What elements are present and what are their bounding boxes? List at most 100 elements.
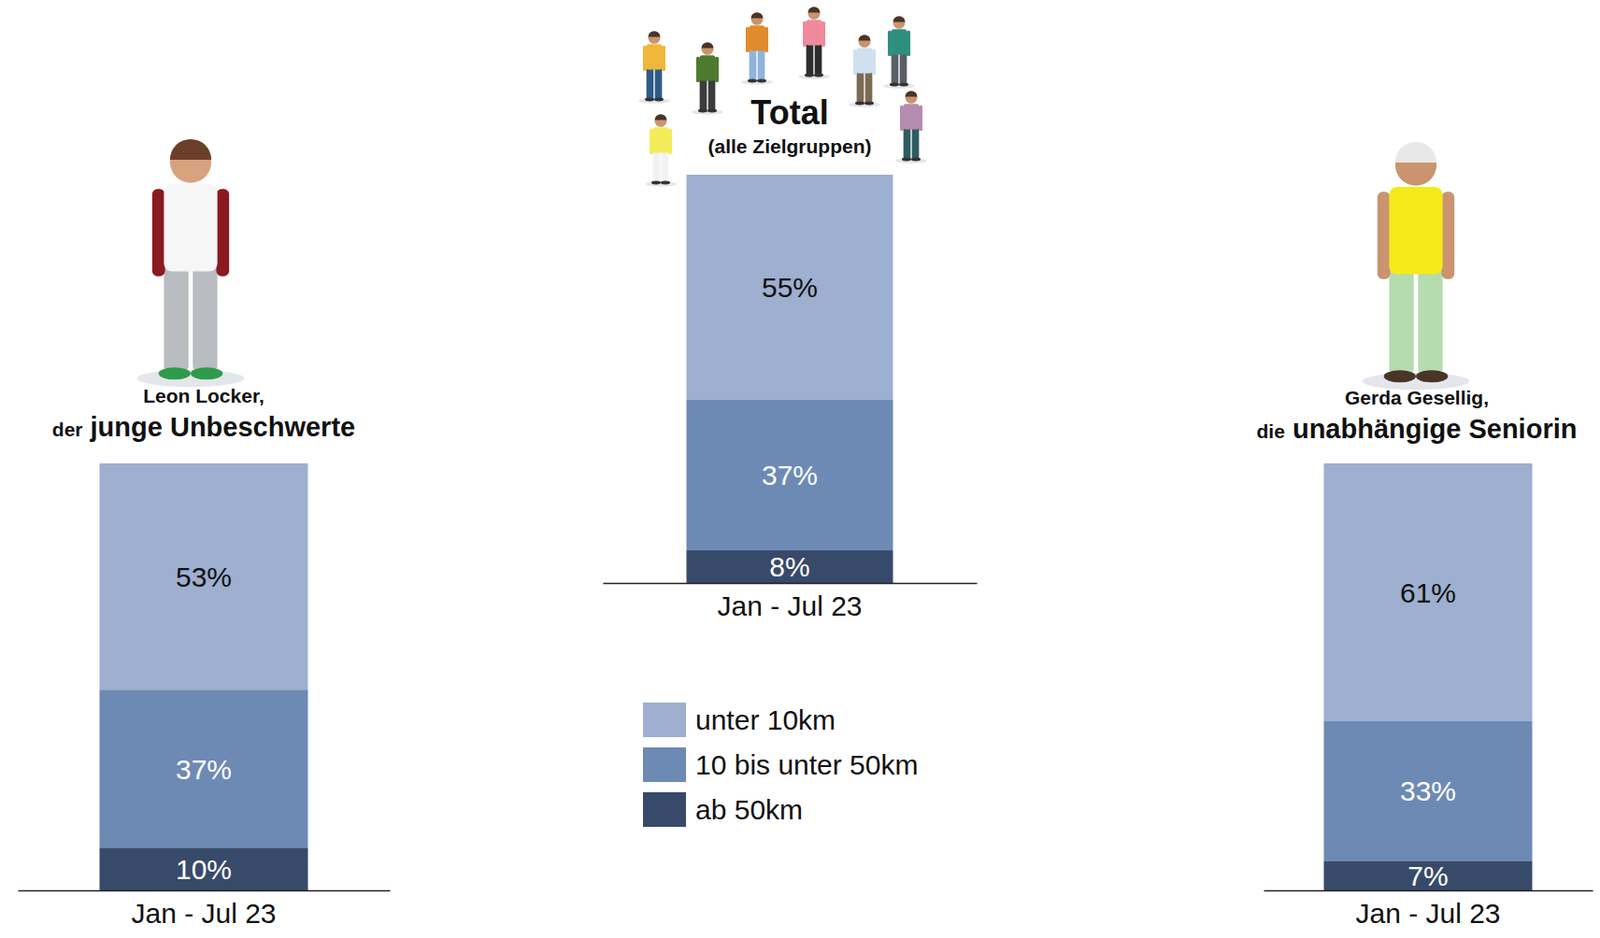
illustration xyxy=(668,128,672,155)
illustration xyxy=(648,31,661,44)
illustration xyxy=(745,27,750,53)
illustration xyxy=(905,91,918,104)
illustration xyxy=(701,42,715,48)
illustration xyxy=(899,83,909,87)
panel: 10%37%53%Jan - Jul 23Leon Locker,der jun… xyxy=(18,385,391,929)
bar-segment xyxy=(1324,721,1533,861)
tick: Jan - Jul 23 xyxy=(716,583,862,622)
bars xyxy=(100,463,309,891)
legend-label: ab 50km xyxy=(695,794,803,826)
panel-subtitle: der junge Unbeschwerte xyxy=(52,412,356,443)
legend: unter 10km10 bis unter 50kmab 50km xyxy=(642,702,918,828)
illustration xyxy=(887,30,892,57)
bar-segment xyxy=(100,847,309,891)
canvas: 10%37%53%Jan - Jul 23Leon Locker,der jun… xyxy=(0,0,1600,938)
illustration xyxy=(757,79,767,84)
illustration xyxy=(691,42,723,115)
illustration xyxy=(701,42,715,56)
illustration xyxy=(741,12,772,86)
illustration xyxy=(864,101,874,106)
bar-segment xyxy=(100,689,309,848)
illustration xyxy=(1384,370,1416,383)
illustration xyxy=(891,52,900,84)
baseline xyxy=(603,583,978,586)
illustration xyxy=(691,109,723,115)
baseline xyxy=(1264,890,1594,893)
illustration xyxy=(893,15,906,22)
tick-label: Jan - Jul 23 xyxy=(1355,898,1500,929)
illustration xyxy=(642,45,647,72)
data-labels: 8%37%55% xyxy=(761,271,818,583)
panel: 8%37%55%Jan - Jul 23Total(alle Zielgrupp… xyxy=(603,93,978,622)
x-axis: Jan - Jul 23 xyxy=(603,583,978,622)
illustration xyxy=(655,114,668,120)
illustration xyxy=(806,42,815,74)
illustration xyxy=(903,127,912,158)
illustration xyxy=(644,98,655,102)
illustration xyxy=(638,30,670,104)
illustration xyxy=(806,19,823,45)
illustration xyxy=(798,6,829,80)
illustration xyxy=(889,83,900,87)
illustration xyxy=(137,139,244,387)
illustration xyxy=(1441,191,1455,280)
illustration xyxy=(661,45,666,72)
data-label: 8% xyxy=(769,551,810,583)
illustration xyxy=(751,13,764,26)
illustration xyxy=(848,34,880,108)
legend-label: unter 10km xyxy=(695,704,836,736)
illustration xyxy=(911,157,921,162)
baseline xyxy=(18,890,391,893)
illustration xyxy=(757,48,766,80)
bar-segment xyxy=(686,399,894,551)
illustrations xyxy=(1362,142,1470,390)
panel-title: Gerda Gesellig, xyxy=(1344,386,1489,409)
illustration xyxy=(900,52,908,84)
illustration xyxy=(655,67,663,99)
data-label: 53% xyxy=(175,561,232,593)
bar-segment xyxy=(686,174,894,400)
illustration xyxy=(749,48,758,80)
illustrations xyxy=(638,6,927,187)
illustration xyxy=(893,16,906,29)
illustration xyxy=(751,12,764,18)
illustration xyxy=(1415,370,1448,383)
illustration xyxy=(853,49,858,75)
bar-segment xyxy=(100,463,309,690)
illustration xyxy=(644,114,676,187)
illustration xyxy=(708,78,716,110)
illustration xyxy=(649,128,654,155)
illustration xyxy=(700,55,716,81)
x-axis: Jan - Jul 23 xyxy=(18,890,391,929)
illustration xyxy=(749,25,766,51)
illustration xyxy=(895,157,927,163)
tick: Jan - Jul 23 xyxy=(130,890,276,929)
illustration xyxy=(903,103,920,129)
illustration xyxy=(891,28,908,55)
legend-swatch xyxy=(642,792,686,828)
panel-subtitle: die unabhängige Seniorin xyxy=(1257,414,1578,444)
illustration xyxy=(651,181,661,186)
panel-title: Leon Locker, xyxy=(142,385,265,407)
illustration xyxy=(653,150,661,182)
x-axis: Jan - Jul 23 xyxy=(1264,890,1594,929)
illustration xyxy=(648,30,661,37)
illustration xyxy=(654,98,664,102)
illustration xyxy=(798,73,829,79)
illustration xyxy=(1377,191,1391,280)
illustration xyxy=(855,101,865,106)
illustration xyxy=(653,127,670,153)
illustration xyxy=(1362,142,1470,390)
illustration xyxy=(163,184,217,272)
illustration xyxy=(912,127,920,158)
data-label: 37% xyxy=(761,459,818,491)
illustration xyxy=(714,57,719,83)
illustration xyxy=(895,90,927,164)
illustration xyxy=(821,21,826,47)
illustration xyxy=(900,105,904,131)
illustration xyxy=(905,90,918,97)
illustration xyxy=(644,181,676,186)
bars xyxy=(1324,463,1533,891)
bar-segment xyxy=(686,550,894,584)
tick-label: Jan - Jul 23 xyxy=(716,590,862,622)
